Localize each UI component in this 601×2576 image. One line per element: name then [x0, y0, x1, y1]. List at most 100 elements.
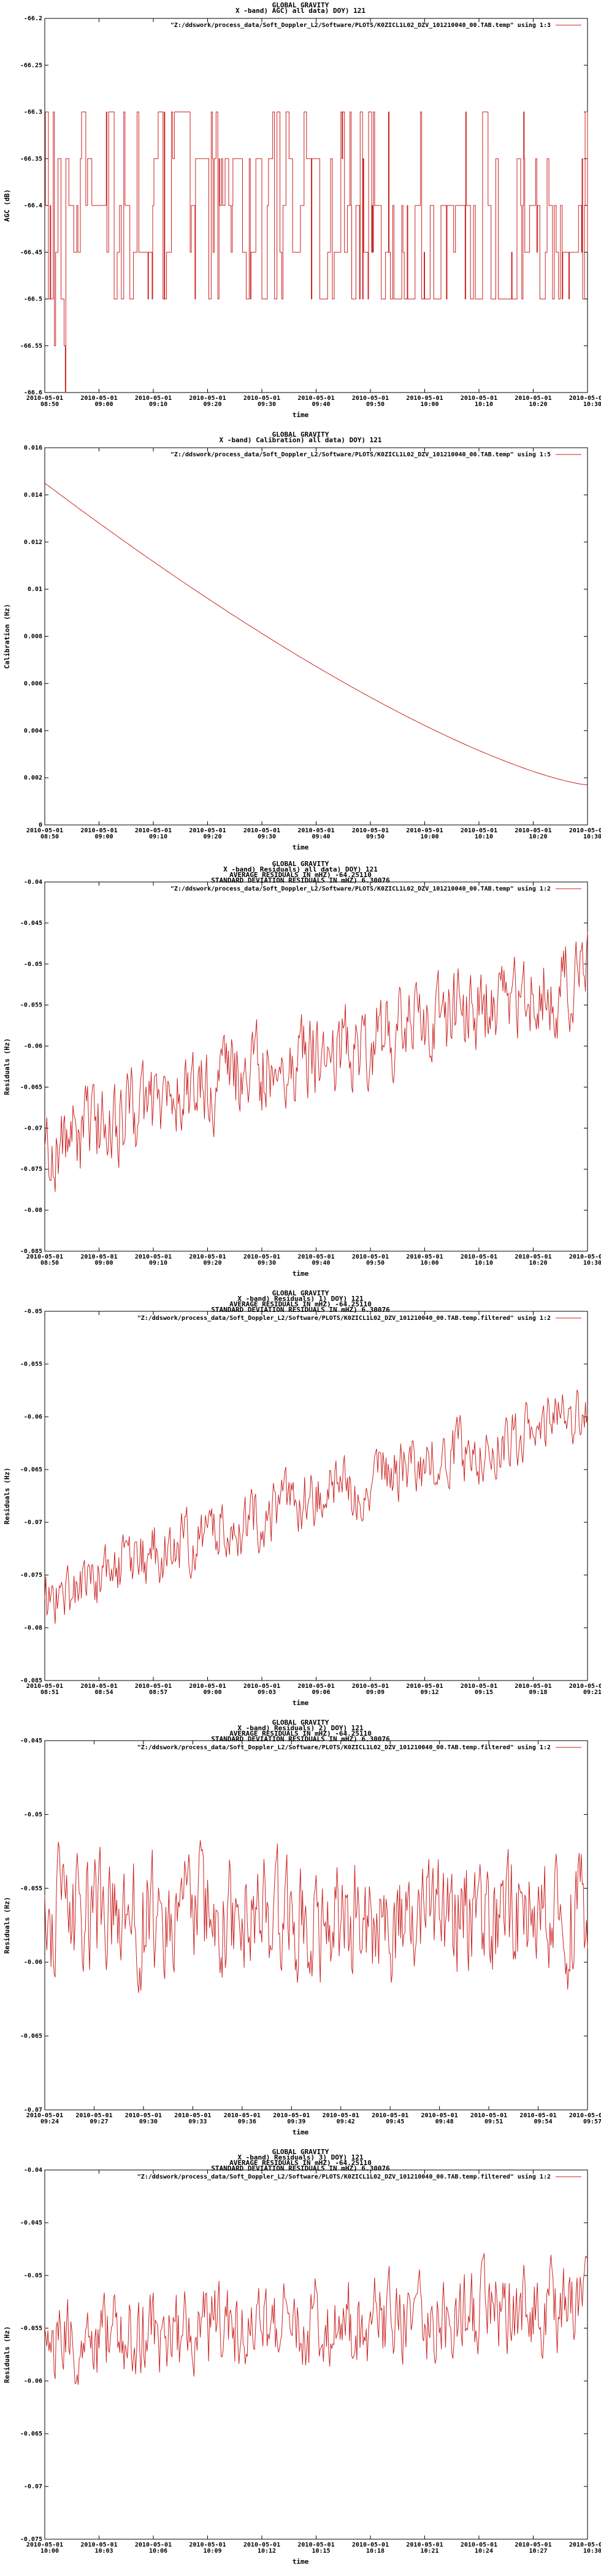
- x-tick-label-date: 2010-05-01: [297, 827, 334, 834]
- x-tick-label-time: 09:24: [40, 2118, 59, 2125]
- y-tick-label: -0.07: [24, 2483, 42, 2490]
- x-tick-label-date: 2010-05-01: [352, 1254, 389, 1260]
- chart-panel-6: GLOBAL GRAVITY X -band) Residuals) 3) DOY…: [0, 2147, 601, 2576]
- x-tick-label-time: 08:57: [149, 1689, 167, 1696]
- x-tick-label-time: 10:00: [420, 1260, 438, 1267]
- x-tick-label-date: 2010-05-01: [569, 395, 601, 402]
- chart-title-line: GLOBAL GRAVITY: [272, 1, 329, 9]
- y-tick-label: -0.06: [24, 1959, 42, 1966]
- y-tick-label: -0.04: [24, 2167, 42, 2174]
- y-tick-label: 0.008: [24, 634, 42, 640]
- chart-panel-1: GLOBAL GRAVITY X -band) AGC) all data) DO…: [0, 0, 601, 429]
- y-tick-label: 0.016: [24, 445, 42, 451]
- y-tick-label: 0.002: [24, 775, 42, 781]
- x-tick-label-date: 2010-05-01: [569, 1683, 601, 1690]
- x-tick-label-time: 09:12: [420, 1689, 438, 1696]
- x-tick-label-date: 2010-05-01: [569, 2542, 601, 2548]
- y-tick-label: -0.05: [24, 2272, 42, 2279]
- y-tick-label: -66.2: [24, 15, 42, 22]
- x-tick-label-time: 09:42: [337, 2118, 355, 2125]
- x-tick-label-date: 2010-05-01: [352, 827, 389, 834]
- chart-title-line: GLOBAL GRAVITY: [272, 1719, 329, 1727]
- y-tick-label: -0.06: [24, 1043, 42, 1050]
- x-tick-label-date: 2010-05-01: [243, 395, 280, 402]
- series-line-1: [44, 932, 588, 1192]
- x-tick-label-date: 2010-05-01: [80, 1683, 117, 1690]
- x-tick-label-time: 09:45: [386, 2118, 404, 2125]
- y-tick-label: -66.3: [24, 109, 42, 116]
- x-tick-label-time: 10:00: [40, 2548, 59, 2555]
- x-axis-label: time: [293, 843, 309, 851]
- x-tick-label-date: 2010-05-01: [519, 2112, 556, 2119]
- y-tick-label: -0.065: [20, 1466, 42, 1473]
- legend-entry-label: "Z:/ddswork/process_data/Soft_Doppler_L2…: [137, 2173, 551, 2180]
- x-tick-label-time: 10:27: [529, 2548, 547, 2555]
- x-tick-label-date: 2010-05-01: [372, 2112, 408, 2119]
- x-tick-label-date: 2010-05-01: [352, 2542, 389, 2548]
- x-tick-label-date: 2010-05-01: [461, 827, 497, 834]
- x-tick-label-date: 2010-05-01: [515, 395, 551, 402]
- plot-frame: [44, 881, 588, 1252]
- plot-frame: [44, 447, 588, 826]
- x-tick-label-date: 2010-05-01: [26, 1254, 63, 1260]
- x-tick-label-time: 08:50: [40, 401, 59, 408]
- y-tick-label: -0.06: [24, 1414, 42, 1420]
- series-line-1: [44, 2253, 588, 2385]
- chart-panel-5: GLOBAL GRAVITY X -band) Residuals) 2) DOY…: [0, 1717, 601, 2147]
- x-tick-label-time: 09:15: [475, 1689, 493, 1696]
- x-tick-label-time: 10:20: [529, 834, 547, 840]
- x-tick-label-date: 2010-05-01: [406, 2542, 443, 2548]
- x-tick-label-date: 2010-05-01: [515, 827, 551, 834]
- x-tick-label-time: 09:50: [366, 1260, 385, 1267]
- x-tick-label-date: 2010-05-01: [80, 1254, 117, 1260]
- x-tick-label-time: 09:40: [312, 1260, 330, 1267]
- y-tick-label: -0.065: [20, 1084, 42, 1091]
- series-line-1: [44, 483, 588, 786]
- y-axis-label: AGC (dB): [3, 190, 11, 222]
- x-tick-label-date: 2010-05-01: [297, 1683, 334, 1690]
- legend-entry-label: "Z:/ddswork/process_data/Soft_Doppler_L2…: [170, 451, 551, 458]
- chart-title-line: AVERAGE RESIDUALS IN mHZ) -64.25110: [229, 1300, 372, 1308]
- y-tick-label: 0.004: [24, 727, 42, 734]
- plot-frame: [44, 2169, 588, 2540]
- series-line-1: [45, 112, 588, 393]
- x-tick-label-date: 2010-05-01: [135, 395, 172, 402]
- legend-entry-label: "Z:/ddswork/process_data/Soft_Doppler_L2…: [170, 21, 551, 29]
- x-tick-label-date: 2010-05-01: [461, 1254, 497, 1260]
- x-tick-label-time: 10:12: [258, 2548, 276, 2555]
- x-tick-label-time: 09:33: [188, 2118, 207, 2125]
- x-tick-label-date: 2010-05-01: [406, 1683, 443, 1690]
- y-axis-label: Residuals (Hz): [3, 2326, 11, 2383]
- y-axis-label: Calibration (Hz): [3, 604, 11, 669]
- x-tick-label-date: 2010-05-01: [515, 1683, 551, 1690]
- chart-title-line: X -band) Residuals) 1) DOY) 121: [237, 1295, 364, 1303]
- chart-title-line: STANDARD DEVIATION RESIDUALS IN mHZ) 6.3…: [211, 1735, 390, 1743]
- y-tick-label: -0.075: [20, 2536, 42, 2543]
- x-tick-label-time: 09:00: [94, 401, 113, 408]
- y-tick-label: 0.006: [24, 680, 42, 687]
- x-tick-label-time: 09:00: [203, 1689, 221, 1696]
- x-tick-label-time: 08:50: [40, 834, 59, 840]
- y-tick-label: -0.065: [20, 2033, 42, 2040]
- x-axis-label: time: [293, 1699, 309, 1707]
- x-axis-label: time: [293, 2558, 309, 2566]
- x-tick-label-time: 09:20: [203, 1260, 221, 1267]
- chart-panel-4: GLOBAL GRAVITY X -band) Residuals) 1) DOY…: [0, 1288, 601, 1717]
- x-tick-label-date: 2010-05-01: [515, 2542, 551, 2548]
- x-tick-label-time: 09:21: [583, 1689, 601, 1696]
- x-tick-label-time: 09:10: [149, 401, 167, 408]
- x-tick-label-time: 10:10: [475, 401, 493, 408]
- x-tick-label-date: 2010-05-01: [135, 1683, 172, 1690]
- chart-title-line: STANDARD DEVIATION RESIDUALS IN mHZ) 6.3…: [211, 2164, 390, 2172]
- x-tick-label-date: 2010-05-01: [135, 827, 172, 834]
- y-tick-label: 0: [39, 822, 42, 829]
- y-tick-label: -0.04: [24, 879, 42, 886]
- y-tick-label: -0.05: [24, 1308, 42, 1315]
- chart-title-line: X -band) Residuals) 3) DOY) 121: [237, 2153, 364, 2161]
- x-tick-label-time: 08:54: [94, 1689, 113, 1696]
- x-tick-label-date: 2010-05-01: [243, 1254, 280, 1260]
- x-tick-label-date: 2010-05-01: [461, 395, 497, 402]
- y-tick-label: 0.014: [24, 492, 42, 499]
